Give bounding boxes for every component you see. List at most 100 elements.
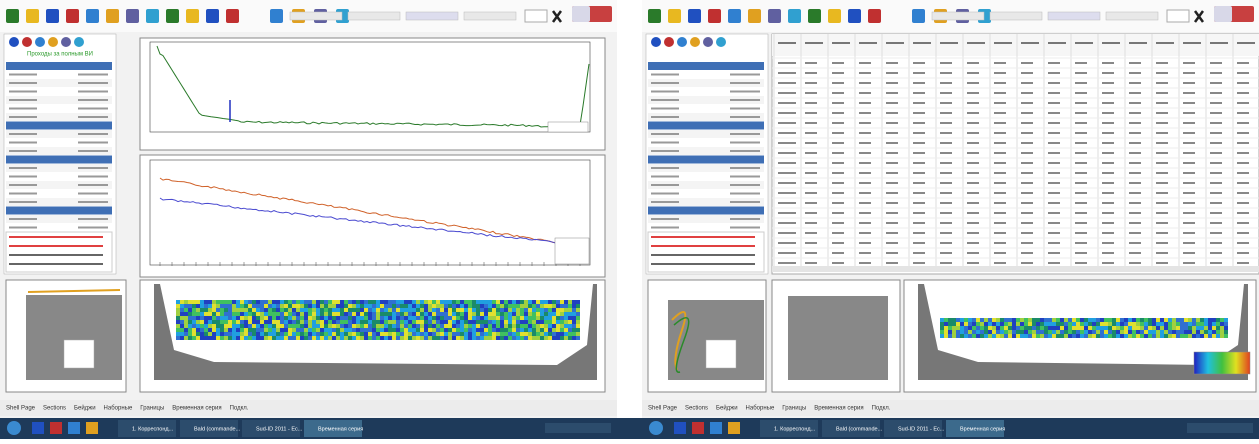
- echo-cell: [464, 300, 468, 304]
- cell-text: [832, 152, 844, 154]
- tab[interactable]: Бейджи: [716, 405, 738, 412]
- panel-icon[interactable]: [703, 37, 713, 47]
- pinned-icon[interactable]: [68, 422, 80, 434]
- toolbar-icon[interactable]: [788, 9, 801, 23]
- echo-cell: [416, 332, 420, 336]
- tab[interactable]: Наборные: [746, 406, 775, 412]
- tab[interactable]: Временная серия: [172, 406, 221, 412]
- pinned-icon[interactable]: [86, 422, 98, 434]
- echo-cell: [460, 328, 464, 332]
- toolbar-icon[interactable]: [6, 9, 19, 23]
- echo-cell: [520, 316, 524, 320]
- toolbar-icon[interactable]: [848, 9, 861, 23]
- pinned-icon[interactable]: [692, 422, 704, 434]
- toolbar-icon[interactable]: [748, 9, 761, 23]
- doc-tab[interactable]: [406, 12, 458, 20]
- tab[interactable]: Sections: [685, 406, 708, 412]
- toolbar-icon[interactable]: [768, 9, 781, 23]
- echo-cell: [372, 328, 376, 332]
- tab[interactable]: Подкл.: [872, 406, 891, 412]
- toolbar-icon[interactable]: [868, 9, 881, 23]
- window-controls-min[interactable]: [572, 6, 590, 22]
- toolbar-icon[interactable]: [126, 9, 139, 23]
- tab[interactable]: Sections: [43, 406, 66, 412]
- start-button[interactable]: [7, 421, 21, 435]
- toolbar-icon[interactable]: [226, 9, 239, 23]
- pinned-icon[interactable]: [50, 422, 62, 434]
- panel-icon[interactable]: [61, 37, 71, 47]
- tab[interactable]: Наборные: [104, 406, 133, 412]
- doc-tab[interactable]: [348, 12, 400, 20]
- echo-cell: [268, 300, 272, 304]
- echo-cell: [1172, 322, 1176, 326]
- toolbar-icon[interactable]: [146, 9, 159, 23]
- cell-text: [967, 112, 979, 114]
- dropdown[interactable]: [1167, 10, 1189, 22]
- cell-text: [886, 232, 898, 234]
- toolbar-icon[interactable]: [270, 9, 283, 23]
- toolbar-icon[interactable]: [26, 9, 39, 23]
- doc-tab[interactable]: [990, 12, 1042, 20]
- tab[interactable]: Бейджи: [74, 405, 96, 412]
- toolbar-icon[interactable]: [708, 9, 721, 23]
- tab[interactable]: Подкл.: [230, 406, 249, 412]
- pinned-icon[interactable]: [710, 422, 722, 434]
- tab[interactable]: Границы: [782, 406, 806, 412]
- echo-cell: [512, 312, 516, 316]
- doc-tab[interactable]: [932, 12, 984, 20]
- panel-icon[interactable]: [35, 37, 45, 47]
- dropdown[interactable]: [525, 10, 547, 22]
- toolbar-icon[interactable]: [66, 9, 79, 23]
- echo-cell: [176, 300, 180, 304]
- toolbar-icon[interactable]: [206, 9, 219, 23]
- cell-text: [1102, 232, 1114, 234]
- echo-cell: [436, 300, 440, 304]
- toolbar-icon[interactable]: [106, 9, 119, 23]
- pinned-icon[interactable]: [32, 422, 44, 434]
- window-controls-min[interactable]: [1214, 6, 1232, 22]
- panel-icon[interactable]: [22, 37, 32, 47]
- doc-tab[interactable]: [1106, 12, 1158, 20]
- echo-cell: [344, 332, 348, 336]
- doc-tab[interactable]: [1048, 12, 1100, 20]
- echo-cell: [212, 336, 216, 340]
- echo-cell: [460, 332, 464, 336]
- pinned-icon[interactable]: [674, 422, 686, 434]
- doc-tab[interactable]: [464, 12, 516, 20]
- panel-icon[interactable]: [677, 37, 687, 47]
- echo-cell: [540, 316, 544, 320]
- doc-tab[interactable]: [290, 12, 342, 20]
- toolbar-icon[interactable]: [186, 9, 199, 23]
- tab[interactable]: Shell Page: [648, 406, 678, 412]
- echo-cell: [968, 326, 972, 330]
- echo-cell: [392, 320, 396, 324]
- toolbar-icon[interactable]: [86, 9, 99, 23]
- toolbar-icon[interactable]: [808, 9, 821, 23]
- pinned-icon[interactable]: [728, 422, 740, 434]
- toolbar-icon[interactable]: [728, 9, 741, 23]
- echo-cell: [1160, 330, 1164, 334]
- panel-icon[interactable]: [9, 37, 19, 47]
- panel-icon[interactable]: [48, 37, 58, 47]
- echo-cell: [300, 324, 304, 328]
- toolbar-icon[interactable]: [688, 9, 701, 23]
- toolbar-icon[interactable]: [648, 9, 661, 23]
- tab[interactable]: Временная серия: [814, 406, 863, 412]
- panel-icon[interactable]: [651, 37, 661, 47]
- panel-icon[interactable]: [74, 37, 84, 47]
- echo-cell: [384, 336, 388, 340]
- tab[interactable]: Границы: [140, 406, 164, 412]
- echo-cell: [480, 336, 484, 340]
- toolbar-icon[interactable]: [166, 9, 179, 23]
- tab[interactable]: Shell Page: [6, 406, 36, 412]
- echo-cell: [404, 324, 408, 328]
- toolbar-icon[interactable]: [912, 9, 925, 23]
- toolbar-icon[interactable]: [46, 9, 59, 23]
- start-button[interactable]: [649, 421, 663, 435]
- toolbar-icon[interactable]: [668, 9, 681, 23]
- panel-icon[interactable]: [690, 37, 700, 47]
- panel-icon[interactable]: [716, 37, 726, 47]
- toolbar-icon[interactable]: [828, 9, 841, 23]
- panel-icon[interactable]: [664, 37, 674, 47]
- echo-cell: [560, 336, 564, 340]
